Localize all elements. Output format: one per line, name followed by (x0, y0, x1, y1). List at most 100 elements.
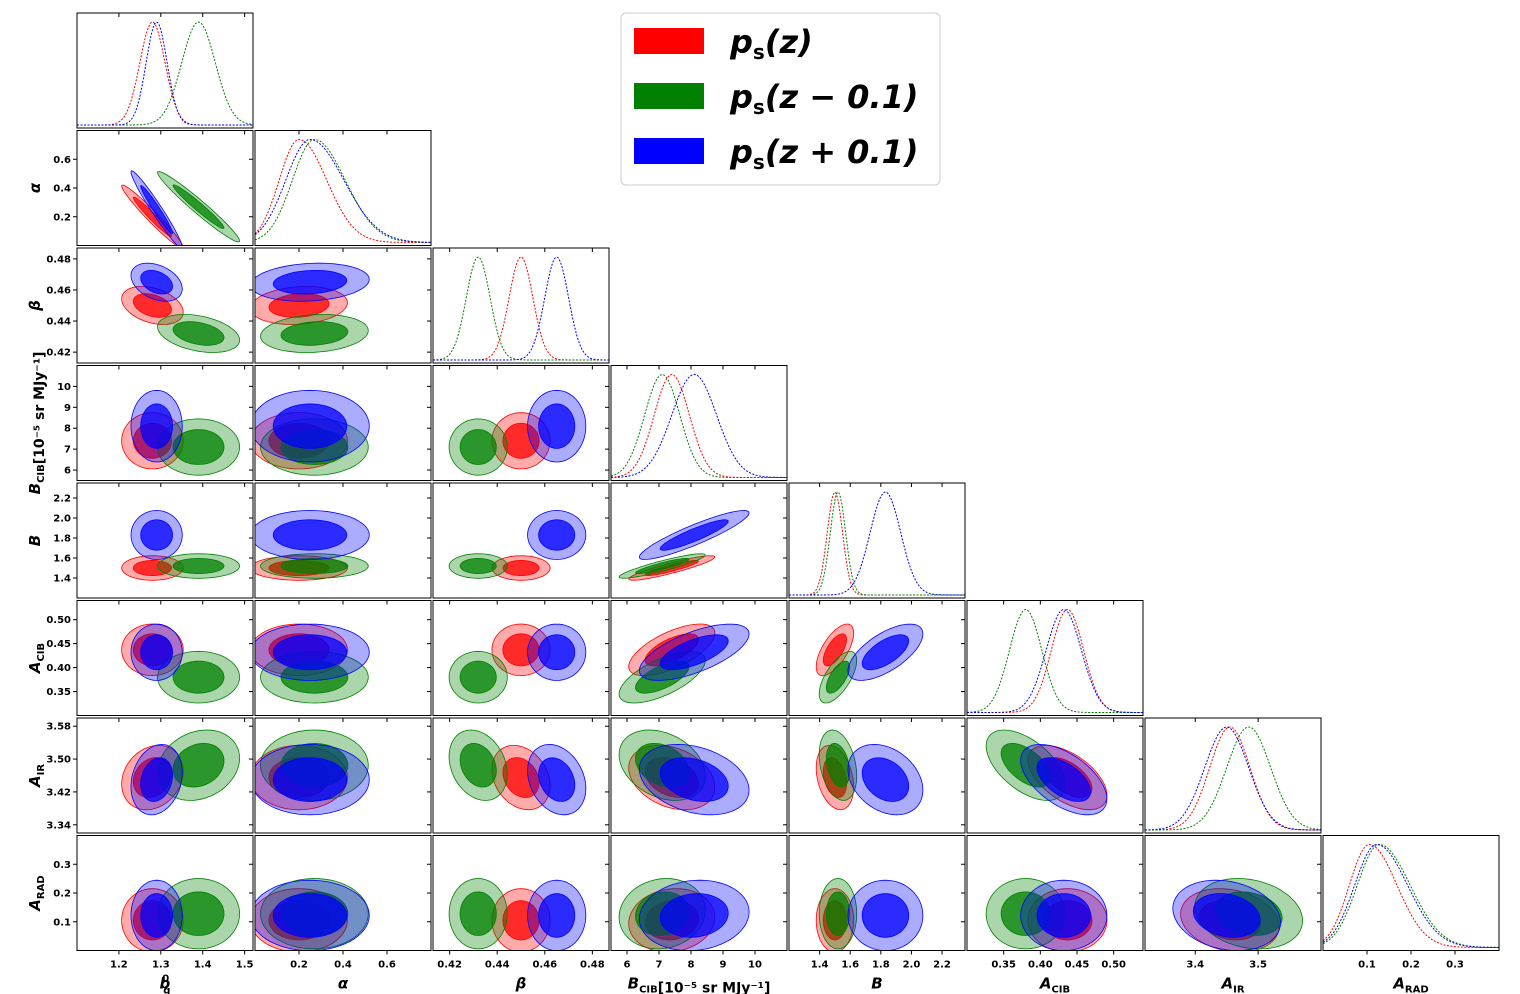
contour-68-1 (172, 891, 225, 936)
marginal-curve-1 (77, 21, 254, 126)
panel-AIR-alpha (254, 717, 432, 834)
x-tick-label: 6 (624, 960, 631, 971)
contours (815, 878, 924, 951)
contours (121, 878, 241, 951)
contour-68-2 (140, 519, 173, 551)
y-tick-label: 0.48 (46, 254, 71, 265)
panel-frame (254, 130, 432, 246)
panel-AIR-BCIB (610, 717, 788, 834)
panel-alpha-bg: 0.2 0.4 0.6 (53, 130, 254, 246)
panel-frame (610, 717, 788, 834)
y-tick-label: 1.8 (53, 534, 71, 545)
panel-frame (432, 247, 610, 364)
contour-68-2 (140, 185, 173, 235)
x-tick-label: 2.0 (903, 960, 921, 971)
contour-68-1 (825, 742, 851, 788)
panel-frame (254, 365, 432, 481)
y-tick-label: 0.50 (46, 615, 71, 626)
x-tick-label: 0.45 (1065, 960, 1090, 971)
marginal-curve-0 (610, 374, 787, 478)
x-tick-label: 1.8 (872, 960, 890, 971)
panel-frame (432, 600, 610, 716)
contour-68-2 (140, 634, 173, 671)
y-tick-label: 7 (64, 445, 71, 456)
marginal-curve-0 (1145, 726, 1321, 831)
y-tick-label: 0.40 (46, 663, 71, 674)
panel-bg-bg (76, 12, 254, 129)
panel-frame (788, 717, 966, 834)
y-tick-label: 10 (57, 382, 71, 393)
contours (255, 510, 370, 581)
panel-frame (76, 717, 254, 834)
contour-68-2 (1036, 757, 1092, 802)
panel-B-B (788, 482, 966, 599)
contours (618, 729, 750, 816)
marginal-curve-1 (966, 608, 1143, 713)
axis-label-beta: β (515, 975, 527, 993)
panel-frame (76, 247, 254, 364)
x-tick-label: 0.4 (334, 960, 352, 971)
contour-68-0 (502, 422, 540, 459)
x-tick-label: 1.5 (236, 960, 254, 971)
panel-ACIB-BCIB (610, 600, 788, 716)
marginal-curve-0 (254, 138, 431, 243)
panel-frame (788, 600, 966, 716)
contour-68-2 (272, 403, 348, 449)
panel-frame (788, 835, 966, 951)
contour-68-2 (861, 757, 910, 802)
panel-AIR-beta (432, 717, 610, 834)
y-tick-label: 0.35 (46, 687, 71, 698)
panel-BCIB-BCIB (610, 365, 788, 481)
axis-label-bg: b0 g (160, 974, 171, 994)
axis-label-ARAD: ARAD (26, 875, 47, 911)
x-tick-label: 0.44 (485, 960, 510, 971)
y-tick-label: 0.1 (53, 917, 71, 928)
panel-frame (76, 835, 254, 951)
x-tick-label: 1.4 (194, 960, 212, 971)
axis-label-ARAD: ARAD (1392, 975, 1428, 994)
panel-ARAD-alpha: 0.2 0.4 0.6 (254, 835, 432, 971)
contour-68-1 (280, 321, 349, 346)
panel-ARAD-bg: 0.1 0.2 0.3 1.2 1.3 1.4 1.5 (53, 835, 254, 971)
x-tick-label: 0.3 (1446, 960, 1464, 971)
contour-68-2 (140, 893, 173, 938)
contour-68-2 (538, 519, 576, 551)
contours (121, 729, 241, 816)
marginal-curve-0 (967, 609, 1143, 713)
contours (255, 878, 370, 951)
contour-68-2 (659, 757, 729, 802)
y-tick-label: 0.4 (53, 184, 71, 195)
x-tick-label: 0.42 (437, 960, 462, 971)
contour-68-1 (459, 660, 497, 694)
x-tick-label: 0.35 (991, 960, 1016, 971)
panel-ACIB-ACIB (966, 600, 1144, 716)
axis-label-ACIB: ACIB (26, 643, 47, 674)
contour-68-1 (459, 891, 497, 936)
marginal-curve-2 (77, 21, 253, 126)
panel-B-BCIB (610, 482, 788, 599)
panel-ACIB-bg: 0.35 0.40 0.45 0.50 (46, 600, 254, 716)
panel-frame (76, 12, 254, 129)
marginal-curve-2 (1322, 843, 1499, 948)
contour-68-1 (1000, 891, 1051, 936)
contour-68-1 (172, 660, 225, 694)
panel-ARAD-AIR: 3.4 3.5 (1144, 835, 1322, 971)
legend: ps(z) ps(z − 0.1) ps(z + 0.1) (620, 12, 941, 186)
y-tick-label: 9 (64, 403, 71, 414)
contour-68-1 (459, 429, 497, 465)
panel-ARAD-ACIB: 0.35 0.40 0.45 0.50 (966, 835, 1144, 971)
panel-frame (432, 717, 610, 834)
panel-frame (610, 482, 788, 599)
marginal-curve-1 (1145, 726, 1322, 831)
panel-BCIB-bg: 6 7 8 9 10 (57, 365, 254, 481)
contour-68-2 (538, 634, 576, 671)
x-tick-label: 0.50 (1101, 960, 1126, 971)
panel-beta-alpha (254, 247, 432, 364)
contours (255, 262, 370, 353)
contour-68-2 (861, 893, 910, 938)
panel-ACIB-alpha (254, 600, 432, 716)
contour-68-2 (659, 519, 729, 551)
y-tick-label: 0.42 (46, 348, 71, 359)
panel-frame (610, 365, 788, 481)
legend-label: ps(z − 0.1) (729, 78, 918, 119)
